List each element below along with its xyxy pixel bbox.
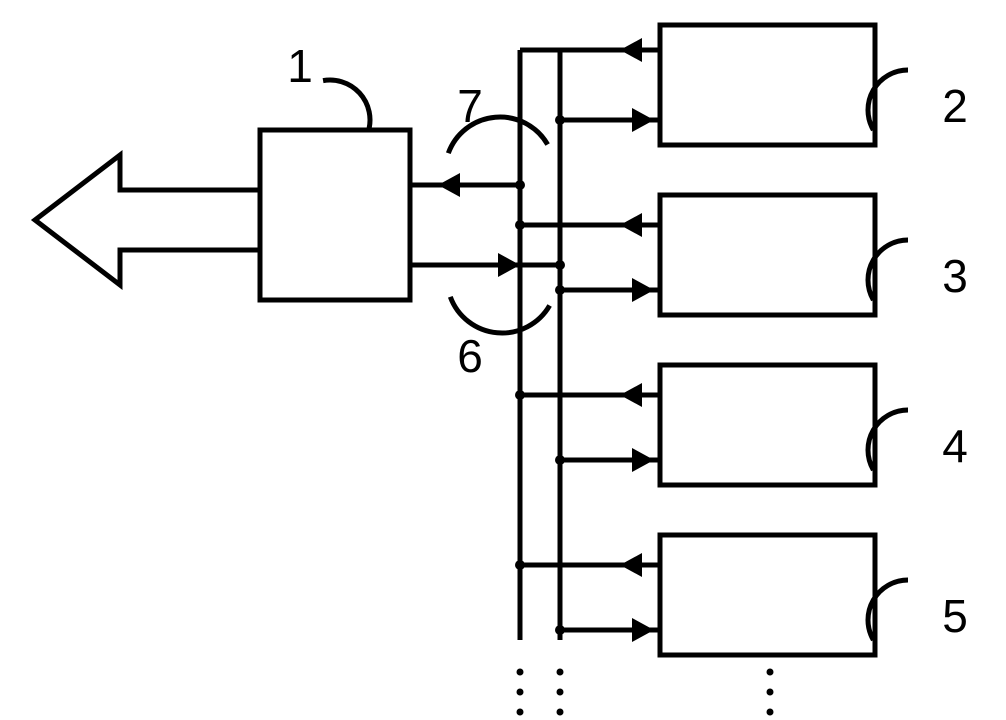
dot-slave3-tx <box>555 285 565 295</box>
label-7: 7 <box>457 80 483 132</box>
dot-slave4-tx <box>555 455 565 465</box>
label-6: 6 <box>457 330 483 382</box>
dot-master-tx <box>555 260 565 270</box>
label-3: 3 <box>942 250 968 302</box>
arrow-slave5-rx <box>620 553 642 577</box>
dot-slave5-rx <box>515 560 525 570</box>
label-5: 5 <box>942 590 968 642</box>
ellipsis-dot <box>557 689 564 696</box>
ellipsis-dot <box>517 669 524 676</box>
block-diagram: 1 2 3 4 5 6 7 <box>0 0 1006 720</box>
dot-master-rx <box>515 180 525 190</box>
box-master <box>260 130 410 300</box>
dot-slave3-rx <box>515 220 525 230</box>
label-2: 2 <box>942 80 968 132</box>
callout-arc-6 <box>450 297 549 333</box>
dot-slave5-tx <box>555 625 565 635</box>
arrow-slave4-rx <box>620 383 642 407</box>
ellipsis-dot <box>557 669 564 676</box>
arrow-slave3-rx <box>620 213 642 237</box>
arrow-slave4-tx <box>632 448 654 472</box>
box-slave2 <box>660 25 875 145</box>
arrow-slave3-tx <box>632 278 654 302</box>
ellipsis-dot <box>767 709 774 716</box>
label-4: 4 <box>942 420 968 472</box>
dot-slave2-tx <box>555 115 565 125</box>
ellipsis-dot <box>557 709 564 716</box>
arrow-master-tx <box>498 253 520 277</box>
ellipsis-dot <box>767 669 774 676</box>
output-arrow <box>35 155 260 285</box>
dot-slave4-rx <box>515 390 525 400</box>
arrow-slave2-rx <box>620 38 642 62</box>
box-slave4 <box>660 365 875 485</box>
arrow-master-rx <box>438 173 460 197</box>
ellipsis-dot <box>767 689 774 696</box>
ellipsis-dot <box>517 689 524 696</box>
callout-arc-one <box>323 80 370 130</box>
box-slave5 <box>660 535 875 655</box>
arrow-slave2-tx <box>632 108 654 132</box>
box-slave3 <box>660 195 875 315</box>
arrow-slave5-tx <box>632 618 654 642</box>
ellipsis-dot <box>517 709 524 716</box>
label-1: 1 <box>287 40 313 92</box>
